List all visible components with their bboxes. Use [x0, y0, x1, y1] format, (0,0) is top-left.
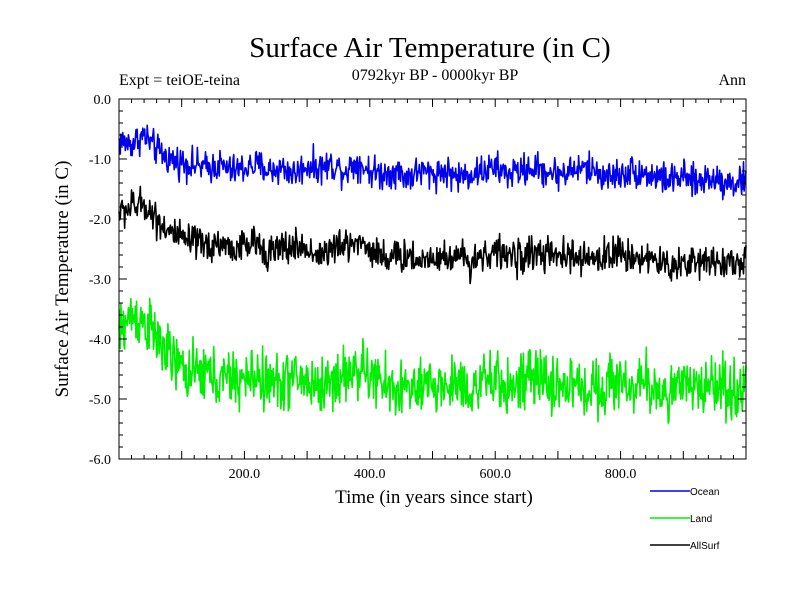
x-axis-title: Time (in years since start) — [335, 487, 533, 508]
y-tick-label: -4.0 — [89, 333, 111, 348]
experiment-label: Expt = teiOE-teina — [119, 72, 240, 89]
y-tick-label: -1.0 — [89, 153, 111, 168]
series-line-allsurf — [118, 185, 747, 285]
chart-title: Surface Air Temperature (in C) — [249, 32, 610, 64]
x-tick-label: 400.0 — [354, 467, 386, 482]
y-tick-label: -6.0 — [89, 453, 111, 468]
legend: Ocean Land AllSurf — [650, 487, 720, 552]
season-label: Ann — [718, 72, 746, 89]
legend-label-land: Land — [690, 514, 712, 525]
series-line-ocean — [118, 124, 747, 201]
legend-label-ocean: Ocean — [690, 487, 719, 498]
y-tick-label: -3.0 — [89, 273, 111, 288]
y-tick-label: 0.0 — [94, 93, 112, 108]
x-tick-label: 800.0 — [605, 467, 637, 482]
chart-subtitle: 0792kyr BP - 0000kyr BP — [352, 67, 519, 84]
y-tick-label: -2.0 — [89, 213, 111, 228]
axes-layer: 200.0 400.0 600.0 800.0 0.0 -1.0 -2.0 -3.0 -4.0 -… — [89, 93, 747, 482]
legend-label-allsurf: AllSurf — [690, 541, 720, 552]
y-tick-label: -5.0 — [89, 393, 111, 408]
x-tick-label: 200.0 — [229, 467, 261, 482]
y-axis-title: Surface Air Temperature (in C) — [52, 161, 73, 398]
series-line-land — [118, 297, 747, 424]
x-tick-label: 600.0 — [479, 467, 511, 482]
series-layer — [118, 124, 747, 424]
